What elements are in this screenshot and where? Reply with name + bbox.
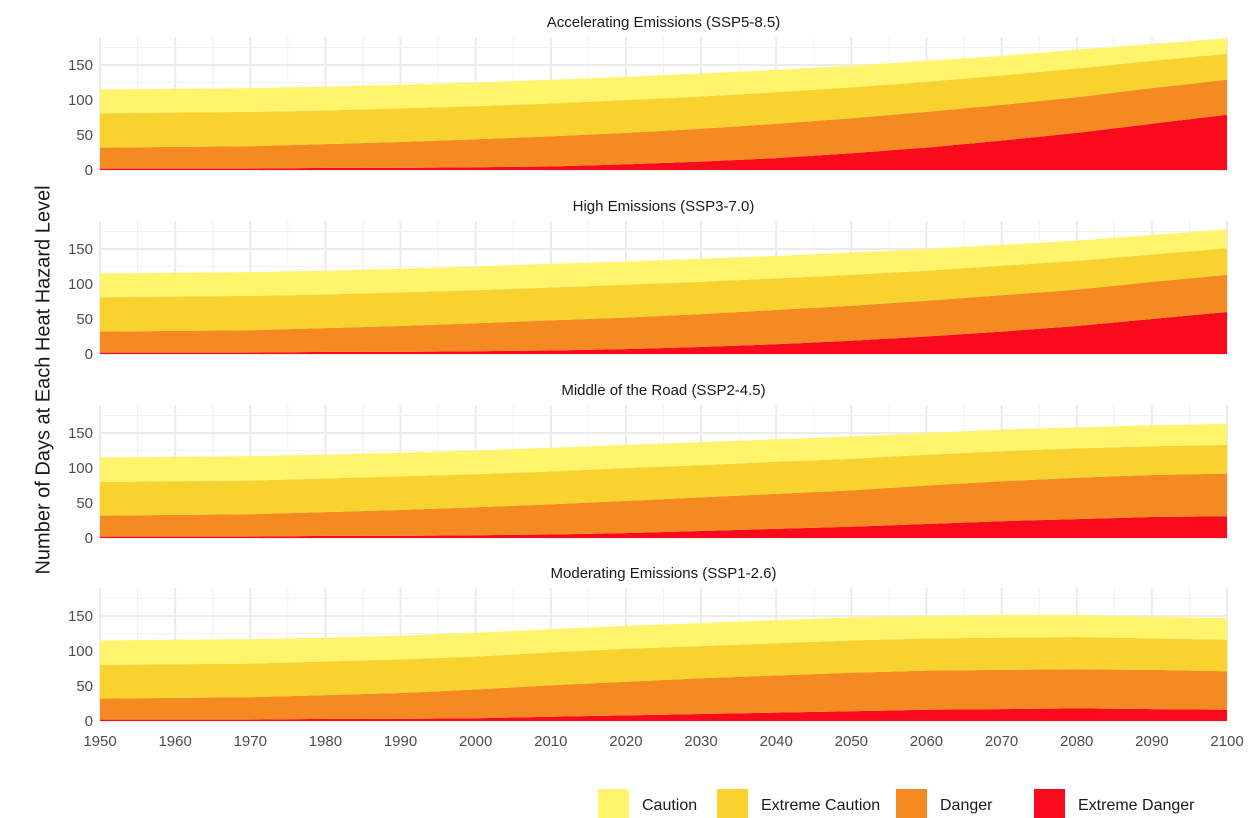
y-tick-label: 0 <box>85 346 93 363</box>
x-tick-label: 2040 <box>760 733 793 750</box>
x-tick-label: 2070 <box>985 733 1018 750</box>
y-tick-label: 50 <box>76 127 93 144</box>
panel-title: Moderating Emissions (SSP1-2.6) <box>551 565 777 582</box>
legend-swatch <box>1034 789 1065 818</box>
area-extreme-caution <box>100 637 1227 699</box>
legend-item-extreme-caution: Extreme Caution <box>717 789 880 818</box>
panel-2: High Emissions (SSP3-7.0) 0 50 100 150 <box>68 198 1228 363</box>
y-tick-label: 50 <box>76 495 93 512</box>
x-tick-label: 1990 <box>384 733 417 750</box>
legend-label: Extreme Caution <box>761 797 880 814</box>
y-tick-label: 0 <box>85 530 93 547</box>
legend-label: Caution <box>642 797 697 814</box>
legend-item-danger: Danger <box>896 789 993 818</box>
legend-swatch <box>717 789 748 818</box>
panel-3: Middle of the Road (SSP2-4.5) 0 50 100 150 <box>68 382 1228 547</box>
y-axis-label: Number of Days at Each Heat Hazard Level <box>32 185 54 574</box>
legend-item-extreme-danger: Extreme Danger <box>1034 789 1195 818</box>
legend-label: Extreme Danger <box>1078 797 1195 814</box>
area-extreme-caution <box>100 53 1227 148</box>
x-tick-label: 2060 <box>910 733 943 750</box>
area-caution <box>100 229 1227 298</box>
area-caution <box>100 615 1227 665</box>
y-tick-label: 50 <box>76 311 93 328</box>
area-danger <box>100 473 1227 537</box>
y-tick-label: 50 <box>76 678 93 695</box>
x-tick-label: 1970 <box>234 733 267 750</box>
x-tick-label: 1950 <box>83 733 116 750</box>
y-tick-label: 0 <box>85 162 93 179</box>
panel-title: Middle of the Road (SSP2-4.5) <box>561 382 765 399</box>
area-extreme-danger <box>100 516 1227 538</box>
y-tick-label: 100 <box>68 460 93 477</box>
legend-swatch <box>896 789 927 818</box>
x-axis: 1950 1960 1970 1980 1990 2000 2010 2020 2030 2040… <box>83 733 1243 750</box>
area-extreme-caution <box>100 248 1227 332</box>
area-extreme-danger <box>100 114 1227 170</box>
x-tick-label: 2030 <box>684 733 717 750</box>
x-tick-label: 2010 <box>534 733 567 750</box>
y-tick-label: 100 <box>68 92 93 109</box>
y-tick-label: 100 <box>68 643 93 660</box>
x-tick-label: 2050 <box>835 733 868 750</box>
x-tick-label: 1980 <box>309 733 342 750</box>
area-caution <box>100 38 1227 114</box>
y-tick-label: 100 <box>68 276 93 293</box>
panel-title: Accelerating Emissions (SSP5-8.5) <box>547 14 780 31</box>
area-caution <box>100 423 1227 482</box>
area-extreme-caution <box>100 444 1227 516</box>
x-tick-label: 2020 <box>609 733 642 750</box>
panels: Accelerating Emissions (SSP5-8.5) 0 50 100 1… <box>68 14 1244 750</box>
x-tick-label: 2000 <box>459 733 492 750</box>
legend-item-caution: Caution <box>598 789 697 818</box>
panel-1: Accelerating Emissions (SSP5-8.5) 0 50 100 1… <box>68 14 1228 179</box>
x-tick-label: 1960 <box>158 733 191 750</box>
y-tick-label: 0 <box>85 713 93 730</box>
legend: Caution Extreme Caution Danger Extreme Dang… <box>598 789 1195 818</box>
x-tick-label: 2080 <box>1060 733 1093 750</box>
area-danger <box>100 79 1227 169</box>
y-tick-label: 150 <box>68 425 93 442</box>
y-tick-label: 150 <box>68 608 93 625</box>
y-tick-label: 150 <box>68 241 93 258</box>
legend-label: Danger <box>940 797 993 814</box>
panel-title: High Emissions (SSP3-7.0) <box>573 198 755 215</box>
area-danger <box>100 274 1227 353</box>
panel-4: Moderating Emissions (SSP1-2.6) 0 50 100 150 <box>68 565 1228 730</box>
area-danger <box>100 669 1227 720</box>
x-tick-label: 2100 <box>1210 733 1243 750</box>
area-extreme-danger <box>100 312 1227 354</box>
x-tick-label: 2090 <box>1135 733 1168 750</box>
y-tick-label: 150 <box>68 57 93 74</box>
legend-swatch <box>598 789 629 818</box>
